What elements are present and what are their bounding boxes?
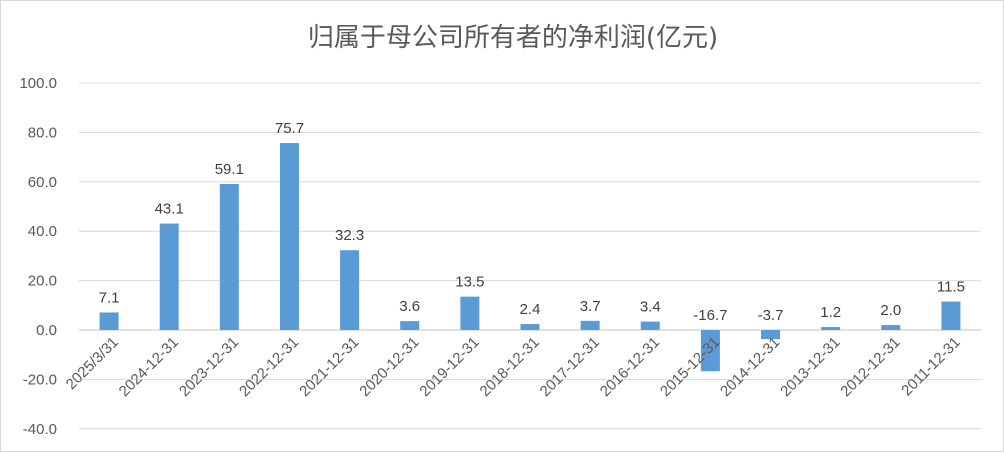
x-category-label: 2025/3/31 (63, 334, 122, 393)
data-label: 3.7 (580, 298, 601, 315)
data-label: 3.4 (640, 299, 661, 316)
bar (219, 184, 239, 330)
bar (761, 330, 781, 340)
x-category-label: 2023-12-31 (176, 334, 242, 400)
chart-title: 归属于母公司所有者的净利润(亿元) (308, 23, 718, 53)
data-label: 2.4 (520, 301, 541, 318)
x-category-label: 2022-12-31 (236, 334, 302, 400)
y-tick-label: 60.0 (28, 174, 57, 191)
x-category-label: 2011-12-31 (898, 334, 963, 399)
bar (580, 320, 600, 330)
data-label: 32.3 (335, 227, 364, 244)
x-category-label: 2019-12-31 (416, 334, 482, 400)
data-label: 1.2 (820, 304, 841, 321)
x-category-label: 2017-12-31 (537, 334, 603, 400)
data-label: -3.7 (758, 307, 784, 324)
x-category-label: 2016-12-31 (597, 334, 663, 400)
data-label: 43.1 (155, 201, 184, 218)
y-tick-label: -20.0 (23, 371, 57, 388)
y-tick-label: 80.0 (28, 124, 57, 141)
x-category-label: 2024-12-31 (116, 334, 182, 400)
x-category-label: 2020-12-31 (356, 334, 422, 400)
data-label: 59.1 (215, 161, 244, 178)
bar (279, 143, 299, 330)
y-tick-label: 100.0 (19, 75, 57, 92)
x-category-label: 2021-12-31 (296, 334, 362, 400)
bar (700, 330, 720, 372)
bar (821, 327, 841, 330)
bar (99, 312, 119, 330)
bar (941, 301, 961, 330)
bar (520, 324, 540, 330)
y-tick-label: 0.0 (36, 322, 57, 339)
data-label: 13.5 (455, 274, 484, 291)
x-category-label: 2018-12-31 (477, 334, 543, 400)
bar (159, 223, 179, 330)
y-tick-label: 20.0 (28, 273, 57, 290)
bar (881, 325, 901, 330)
data-label: 7.1 (99, 289, 120, 306)
data-label: -16.7 (693, 307, 727, 324)
x-category-label: 2013-12-31 (777, 334, 843, 400)
bar (460, 296, 480, 330)
data-label: 2.0 (880, 302, 901, 319)
y-tick-label: -40.0 (23, 421, 57, 438)
bar (400, 321, 420, 330)
x-category-label: 2014-12-31 (717, 334, 783, 400)
bar (640, 321, 660, 330)
bar (340, 250, 360, 330)
data-label: 11.5 (937, 279, 965, 296)
x-category-label: 2012-12-31 (837, 334, 903, 400)
data-label: 75.7 (275, 120, 304, 137)
y-tick-label: 40.0 (28, 223, 57, 240)
data-label: 3.6 (399, 298, 420, 315)
